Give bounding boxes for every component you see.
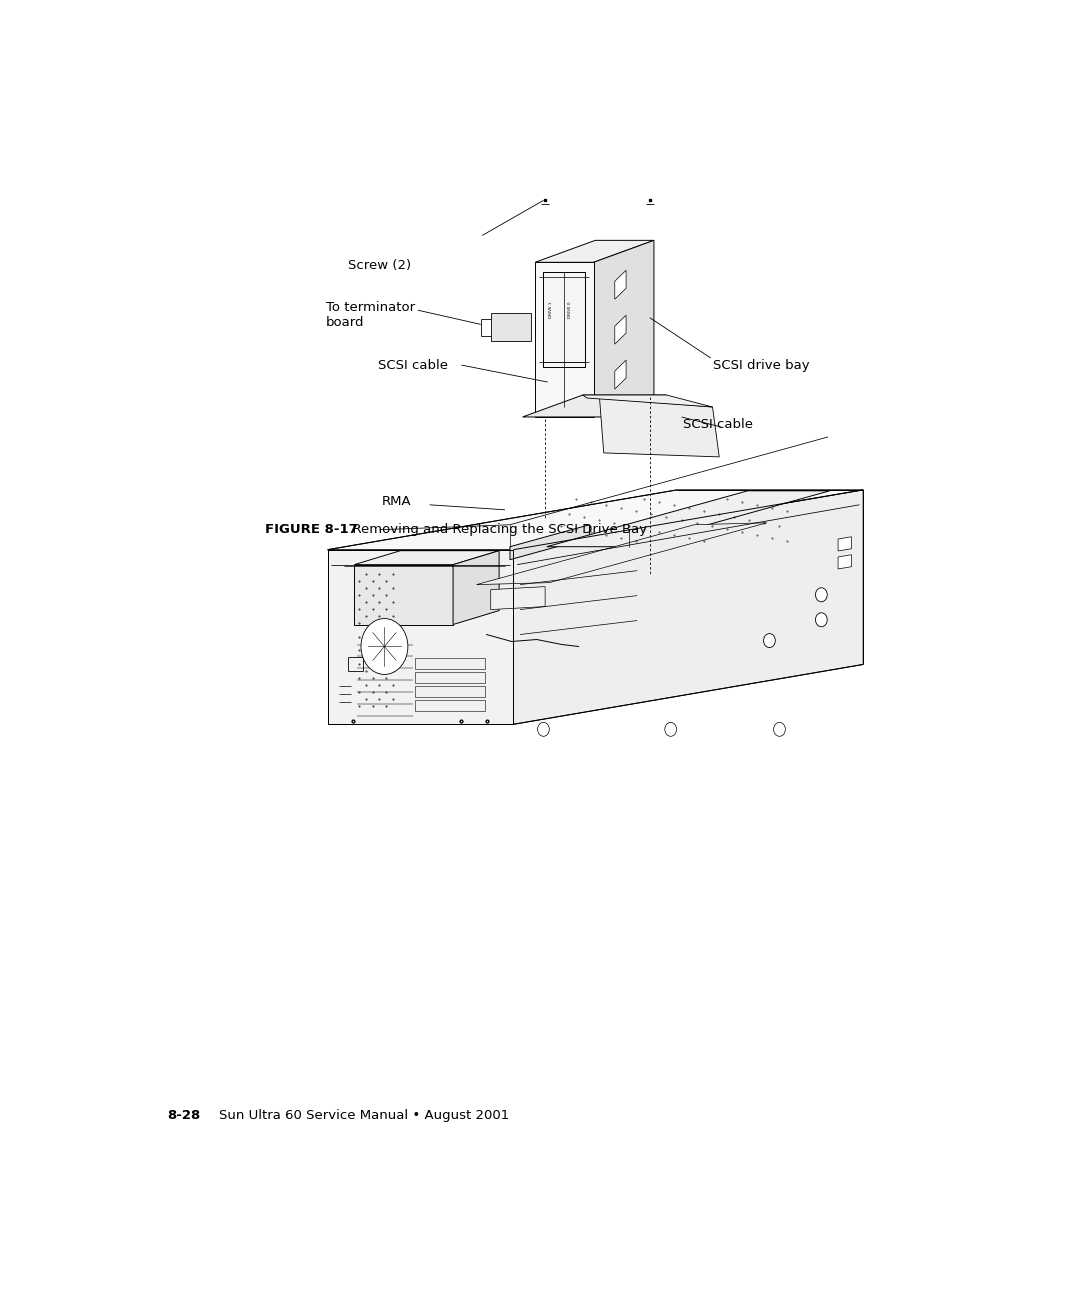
Text: Removing and Replacing the SCSI Drive Bay: Removing and Replacing the SCSI Drive Ba…	[345, 524, 647, 537]
Polygon shape	[354, 565, 454, 625]
Polygon shape	[416, 658, 485, 670]
Text: SCSI drive bay: SCSI drive bay	[713, 359, 809, 372]
Text: FIGURE 8-17: FIGURE 8-17	[265, 524, 357, 537]
Polygon shape	[543, 272, 585, 367]
Circle shape	[361, 618, 408, 674]
Polygon shape	[615, 315, 626, 345]
Polygon shape	[416, 687, 485, 697]
Polygon shape	[490, 314, 531, 341]
Polygon shape	[594, 240, 653, 417]
Polygon shape	[490, 587, 545, 609]
Polygon shape	[546, 491, 829, 547]
Polygon shape	[327, 550, 513, 724]
Polygon shape	[615, 271, 626, 299]
Polygon shape	[416, 673, 485, 683]
Text: To terminator
board: To terminator board	[326, 301, 415, 329]
Polygon shape	[838, 555, 851, 569]
Polygon shape	[327, 490, 863, 550]
Text: DRIVE 0: DRIVE 0	[568, 302, 572, 318]
Text: 8-28: 8-28	[166, 1109, 200, 1122]
Polygon shape	[454, 551, 499, 625]
Polygon shape	[476, 522, 767, 584]
Text: RMA: RMA	[382, 495, 411, 508]
Polygon shape	[416, 700, 485, 712]
Polygon shape	[615, 360, 626, 389]
Text: Sun Ultra 60 Service Manual • August 2001: Sun Ultra 60 Service Manual • August 200…	[202, 1109, 509, 1122]
Polygon shape	[513, 490, 863, 724]
Text: DRIVE 1: DRIVE 1	[549, 302, 553, 318]
Circle shape	[538, 722, 550, 736]
Polygon shape	[599, 398, 719, 457]
Text: SCSI cable: SCSI cable	[378, 359, 448, 372]
Circle shape	[815, 613, 827, 627]
Circle shape	[773, 722, 785, 736]
Polygon shape	[535, 262, 594, 417]
Polygon shape	[510, 525, 590, 560]
Polygon shape	[523, 395, 666, 417]
Circle shape	[665, 722, 676, 736]
Text: SCSI cable: SCSI cable	[684, 419, 753, 432]
Circle shape	[815, 588, 827, 601]
Polygon shape	[838, 537, 851, 551]
Polygon shape	[583, 395, 713, 407]
Circle shape	[764, 634, 775, 648]
Polygon shape	[354, 551, 499, 565]
Polygon shape	[535, 240, 653, 262]
Text: Screw (2): Screw (2)	[348, 259, 411, 272]
